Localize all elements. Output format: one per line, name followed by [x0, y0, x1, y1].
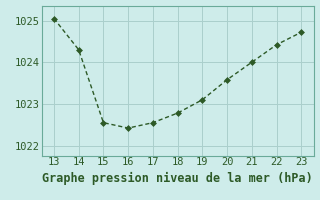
X-axis label: Graphe pression niveau de la mer (hPa): Graphe pression niveau de la mer (hPa) [42, 172, 313, 185]
